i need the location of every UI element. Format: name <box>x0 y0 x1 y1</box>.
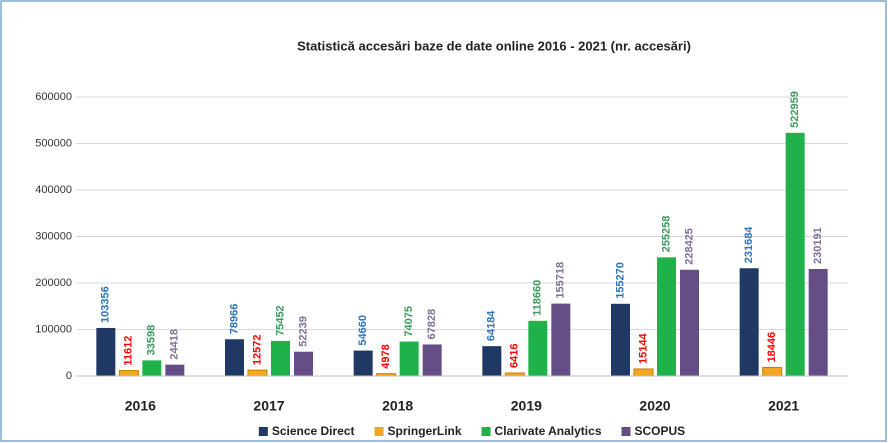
data-label: 6416 <box>509 344 521 368</box>
data-label: 255258 <box>660 216 672 253</box>
y-tick-label: 600000 <box>35 91 72 103</box>
bar <box>611 303 630 376</box>
data-label: 155270 <box>614 262 626 299</box>
bar <box>785 132 805 376</box>
data-label: 33598 <box>146 325 158 356</box>
data-label: 11612 <box>123 336 135 366</box>
legend-label: Clarivate Analytics <box>495 424 602 438</box>
bar <box>808 268 828 376</box>
chart-title: Statistică accesări baze de date online … <box>297 38 691 53</box>
data-label: 15144 <box>637 332 649 363</box>
legend-label: SCOPUS <box>635 424 686 438</box>
x-tick-label: 2020 <box>639 398 670 414</box>
bar <box>165 364 185 376</box>
bar <box>739 268 759 376</box>
legend-label: Science Direct <box>272 424 355 438</box>
x-tick-label: 2017 <box>253 398 284 414</box>
bar <box>294 351 313 376</box>
data-label: 231684 <box>743 226 755 264</box>
bar <box>762 366 783 377</box>
bar <box>247 369 268 377</box>
data-label: 522959 <box>789 91 801 128</box>
data-label: 4978 <box>380 344 392 368</box>
data-label: 74075 <box>403 306 415 337</box>
data-label: 67828 <box>426 309 438 340</box>
data-label: 118660 <box>532 280 544 316</box>
y-tick-label: 300000 <box>35 230 72 242</box>
data-label: 54660 <box>357 315 369 346</box>
bar <box>271 340 290 376</box>
x-tick-label: 2018 <box>382 398 413 414</box>
y-tick-label: 100000 <box>35 323 72 335</box>
bar <box>422 344 442 376</box>
data-label: 78966 <box>228 304 240 335</box>
data-label: 52239 <box>297 316 309 347</box>
bar <box>633 368 654 377</box>
bar <box>399 341 419 376</box>
legend-swatch <box>374 427 384 436</box>
legend-swatch <box>621 427 631 436</box>
data-label: 24418 <box>169 329 181 360</box>
y-tick-label: 500000 <box>35 137 72 149</box>
bar <box>528 320 548 376</box>
legend-label: SpringerLink <box>388 424 462 438</box>
bar <box>657 257 676 376</box>
bar <box>353 350 373 376</box>
bar <box>680 269 699 376</box>
bar <box>118 370 139 377</box>
bar <box>96 327 116 376</box>
data-label: 75452 <box>274 305 286 336</box>
y-tick-label: 0 <box>66 370 72 382</box>
data-label: 103356 <box>100 286 112 323</box>
y-tick-label: 400000 <box>35 184 72 196</box>
data-label: 155718 <box>555 262 567 299</box>
x-tick-label: 2019 <box>511 398 542 414</box>
x-tick-label: 2016 <box>125 398 156 414</box>
data-label: 230191 <box>812 227 824 264</box>
data-label: 12572 <box>251 335 263 366</box>
bar <box>225 339 244 376</box>
legend-swatch <box>258 427 268 436</box>
bar <box>551 303 571 376</box>
data-label: 64184 <box>486 310 498 341</box>
bar <box>482 346 502 376</box>
y-tick-label: 200000 <box>35 277 72 289</box>
data-label: 228425 <box>683 228 695 265</box>
data-label: 18446 <box>766 332 778 363</box>
legend-swatch <box>481 427 491 436</box>
x-tick-label: 2021 <box>768 398 799 414</box>
bar <box>142 360 162 376</box>
